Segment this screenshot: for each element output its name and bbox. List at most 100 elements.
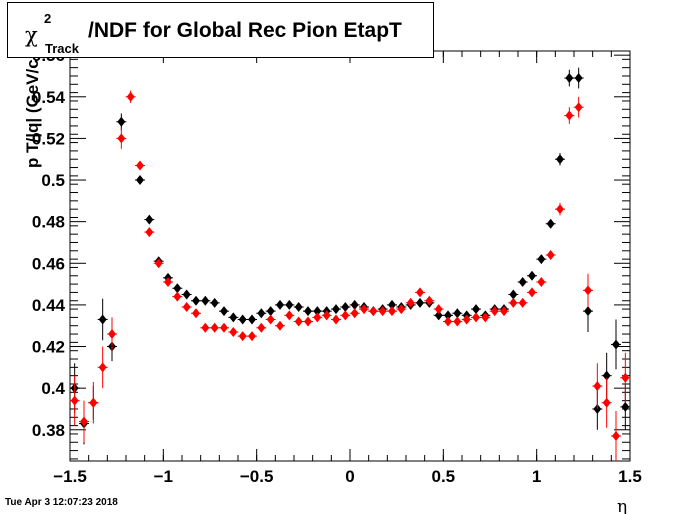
data-point xyxy=(340,310,351,321)
diamond-marker xyxy=(145,227,154,238)
data-point xyxy=(163,277,173,288)
data-point xyxy=(219,306,229,317)
y-tick-label: 0.44 xyxy=(32,296,66,315)
data-point xyxy=(592,363,603,409)
diamond-marker xyxy=(164,277,172,288)
data-point xyxy=(517,277,528,288)
data-point xyxy=(135,160,145,171)
diamond-marker xyxy=(313,312,322,323)
diamond-marker xyxy=(416,297,424,308)
x-tick-label: −0.5 xyxy=(240,467,274,486)
diamond-marker xyxy=(453,316,462,327)
data-point xyxy=(200,295,211,306)
diamond-marker xyxy=(210,297,219,308)
data-point xyxy=(312,312,323,323)
diamond-marker xyxy=(602,370,611,381)
diamond-marker xyxy=(70,395,79,406)
diamond-marker xyxy=(574,73,583,84)
diamond-marker xyxy=(266,306,275,317)
data-point xyxy=(265,314,276,325)
diamond-marker xyxy=(425,295,434,306)
data-point xyxy=(349,308,360,319)
data-point xyxy=(321,310,332,321)
data-point xyxy=(172,291,183,302)
diamond-marker xyxy=(108,329,116,340)
diamond-marker xyxy=(593,381,602,392)
title-subscript: Track xyxy=(45,41,79,56)
data-point xyxy=(125,90,136,104)
data-point xyxy=(601,377,612,428)
data-point xyxy=(536,254,547,265)
diamond-marker xyxy=(89,397,98,408)
data-point xyxy=(79,400,89,443)
data-point xyxy=(564,69,575,87)
diamond-marker xyxy=(388,299,396,310)
diamond-marker xyxy=(612,431,620,442)
diamond-marker xyxy=(612,339,620,350)
title-box: χ 2 Track /NDF for Global Rec Pion EtapT xyxy=(7,2,434,58)
data-point xyxy=(405,297,416,308)
data-point xyxy=(209,322,220,333)
diamond-marker xyxy=(528,287,536,298)
data-point xyxy=(144,227,155,238)
x-tick-label: 0.5 xyxy=(432,467,456,486)
diamond-marker xyxy=(173,283,182,294)
data-point xyxy=(293,316,304,327)
data-point xyxy=(284,310,295,321)
diamond-marker xyxy=(117,133,126,144)
diamond-marker xyxy=(192,295,200,306)
diamond-marker xyxy=(584,306,592,317)
diamond-marker xyxy=(462,314,471,325)
data-point xyxy=(573,67,584,89)
diamond-marker xyxy=(332,304,340,315)
data-point xyxy=(97,346,108,389)
data-point xyxy=(443,316,453,327)
y-tick-label: 0.52 xyxy=(32,129,65,148)
data-point xyxy=(452,316,463,327)
data-point xyxy=(107,317,117,351)
x-tick-label: 1 xyxy=(532,467,541,486)
diamond-marker xyxy=(444,310,452,321)
data-point xyxy=(527,287,537,298)
diamond-marker xyxy=(388,306,396,317)
diamond-marker xyxy=(126,91,135,102)
data-point xyxy=(415,287,425,298)
diamond-marker xyxy=(248,314,256,325)
diamond-marker xyxy=(238,331,247,342)
data-point xyxy=(508,297,519,308)
data-point xyxy=(396,304,407,315)
diamond-marker xyxy=(136,160,144,171)
diamond-marker xyxy=(285,310,294,321)
diamond-marker xyxy=(201,322,210,333)
data-point xyxy=(116,128,127,149)
data-point xyxy=(452,308,463,319)
data-point xyxy=(499,306,509,317)
data-point xyxy=(527,270,537,281)
diamond-marker xyxy=(434,310,443,321)
diamond-marker xyxy=(294,316,303,327)
title-chi: χ xyxy=(25,23,38,47)
data-point xyxy=(172,283,183,294)
diamond-marker xyxy=(490,306,499,317)
diamond-marker xyxy=(434,304,443,315)
diamond-marker xyxy=(341,310,350,321)
diamond-marker xyxy=(472,304,480,315)
diamond-marker xyxy=(257,308,266,319)
diamond-marker xyxy=(229,326,238,337)
x-tick-label: −1.5 xyxy=(53,467,87,486)
diamond-marker xyxy=(406,297,415,308)
diamond-marker xyxy=(621,372,630,383)
diamond-marker xyxy=(537,277,546,288)
title-superscript: 2 xyxy=(44,11,52,26)
data-point xyxy=(181,301,192,312)
data-point xyxy=(340,301,351,312)
diamond-marker xyxy=(210,322,219,333)
data-point xyxy=(88,381,99,424)
data-point xyxy=(349,299,360,310)
diamond-marker xyxy=(98,362,107,373)
data-point xyxy=(181,289,192,300)
data-point xyxy=(415,297,425,308)
diamond-marker xyxy=(257,322,266,333)
data-point xyxy=(489,306,500,317)
diamond-marker xyxy=(313,306,322,317)
